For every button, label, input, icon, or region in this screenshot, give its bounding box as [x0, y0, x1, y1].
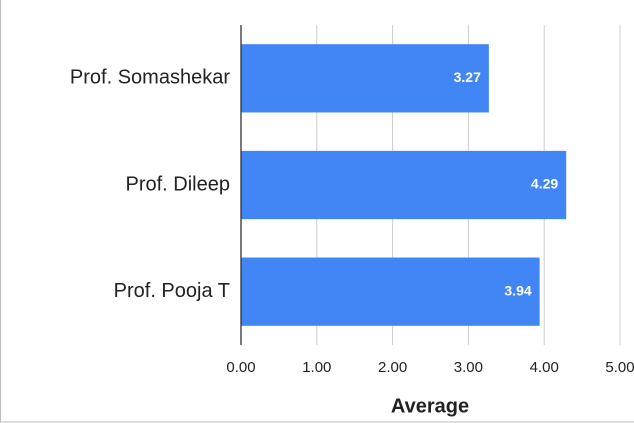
- x-tick-label: 3.00: [454, 359, 483, 376]
- x-tick-label: 4.00: [530, 359, 559, 376]
- data-label: 3.27: [454, 69, 481, 85]
- y-tick-label: Prof. Dileep: [126, 173, 231, 195]
- data-label: 3.94: [504, 282, 531, 298]
- bar: [241, 150, 567, 220]
- x-tick-label: 5.00: [605, 359, 634, 376]
- x-tick-label: 2.00: [378, 359, 407, 376]
- bar: [241, 44, 489, 113]
- x-tick-label: 1.00: [302, 359, 331, 376]
- data-label: 4.29: [531, 176, 558, 192]
- bar: [241, 257, 540, 326]
- y-tick-label: Prof. Somashekar: [70, 67, 230, 89]
- x-tick-label: 0.00: [226, 359, 255, 376]
- x-axis-label: Average: [391, 395, 469, 417]
- y-tick-label: Prof. Pooja T: [114, 280, 230, 302]
